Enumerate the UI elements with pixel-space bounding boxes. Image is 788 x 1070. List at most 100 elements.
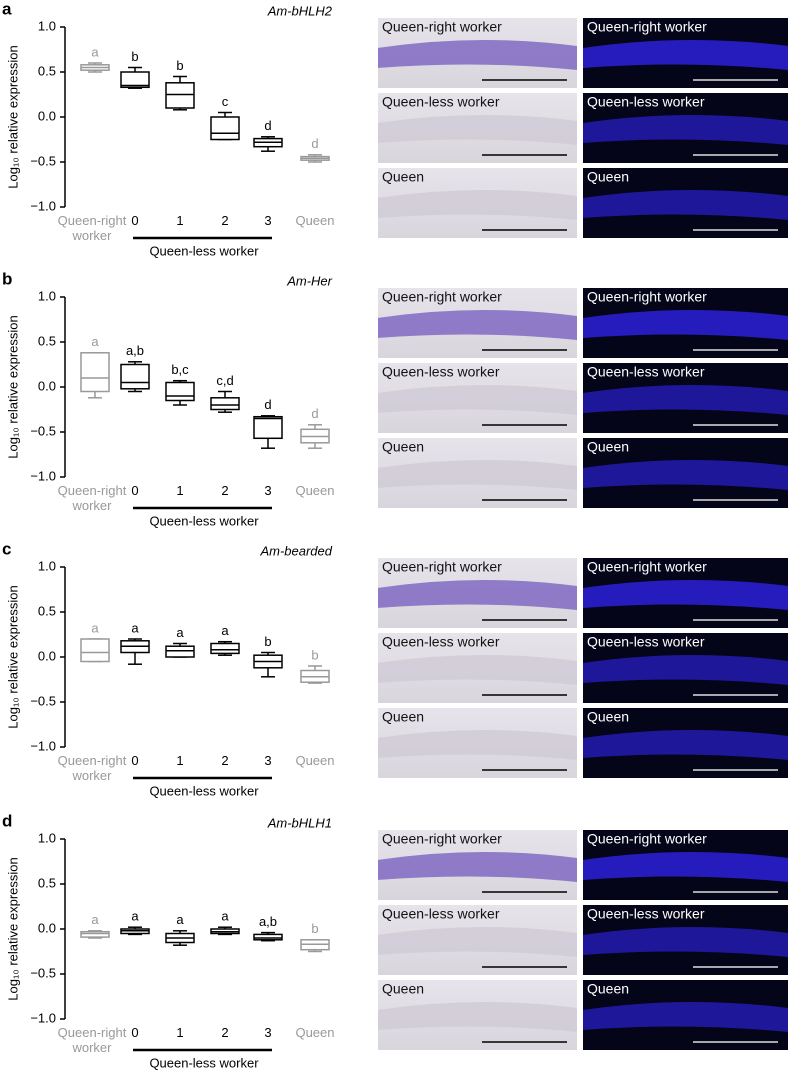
image-label: Queen xyxy=(587,981,629,997)
tissue xyxy=(583,926,788,957)
tissue xyxy=(583,851,788,882)
y-tick-label: 0.5 xyxy=(38,63,56,78)
x-tick-label: 0 xyxy=(131,483,139,498)
y-axis-label: Log₁₀ relative expression xyxy=(5,315,20,458)
tissue xyxy=(378,579,577,610)
gene-title: Am-Her xyxy=(286,273,332,288)
tissue xyxy=(378,459,577,490)
significance-letter: d xyxy=(311,406,318,421)
tissue xyxy=(378,114,577,145)
group-label: Queen-less worker xyxy=(149,243,259,258)
x-tick-label: Queen-right worker xyxy=(57,1025,127,1055)
image-label: Queen-right worker xyxy=(382,559,502,575)
x-tick-label: 3 xyxy=(264,1025,272,1040)
x-tick-label: 0 xyxy=(131,753,139,768)
panel-label: b xyxy=(2,269,12,288)
significance-letter: b xyxy=(264,634,271,649)
image-label: Queen-less worker xyxy=(382,364,500,380)
significance-letter: a xyxy=(176,912,184,927)
significance-letter: b xyxy=(311,647,318,662)
y-tick-label: 0.0 xyxy=(38,378,56,393)
significance-letter: d xyxy=(264,118,271,133)
image-label: Queen-less worker xyxy=(587,634,705,650)
image-label: Queen xyxy=(587,709,629,725)
significance-letter: a xyxy=(131,620,139,635)
box xyxy=(253,415,283,440)
x-tick-label: Queen xyxy=(295,1025,335,1040)
tissue xyxy=(378,39,577,70)
image-label: Queen-right worker xyxy=(382,289,502,305)
tissue xyxy=(378,729,577,760)
y-tick-label: −1.0 xyxy=(30,738,56,753)
y-tick-label: −1.0 xyxy=(30,1010,56,1025)
x-tick-label: 1 xyxy=(176,213,184,228)
x-tick-label: 1 xyxy=(176,753,184,768)
significance-letter: a xyxy=(131,909,139,924)
box xyxy=(120,363,150,390)
tissue xyxy=(378,309,577,340)
y-tick-label: 0.0 xyxy=(38,648,56,663)
tissue xyxy=(378,654,577,685)
image-label: Queen-less worker xyxy=(587,94,705,110)
box xyxy=(80,638,110,663)
significance-letter: d xyxy=(264,397,271,412)
box xyxy=(165,645,195,658)
group-label: Queen-less worker xyxy=(149,513,259,528)
box xyxy=(210,397,240,411)
tissue xyxy=(378,926,577,957)
image-label: Queen xyxy=(382,981,424,997)
image-label: Queen-right worker xyxy=(587,19,707,35)
panel-label: c xyxy=(2,539,11,558)
significance-letter: a xyxy=(221,909,229,924)
x-tick-label: Queen-right worker xyxy=(57,753,127,783)
image-label: Queen xyxy=(382,439,424,455)
group-label: Queen-less worker xyxy=(149,1055,259,1070)
x-tick-label: 3 xyxy=(264,753,272,768)
significance-letter: a xyxy=(176,625,184,640)
x-tick-label: 1 xyxy=(176,1025,184,1040)
y-tick-label: 0.5 xyxy=(38,603,56,618)
image-label: Queen xyxy=(382,169,424,185)
y-tick-label: −1.0 xyxy=(30,198,56,213)
significance-letter: a xyxy=(221,623,229,638)
y-tick-label: −0.5 xyxy=(30,965,56,980)
tissue xyxy=(583,39,788,70)
x-tick-label: 0 xyxy=(131,1025,139,1040)
x-tick-label: Queen-right worker xyxy=(57,213,127,243)
image-label: Queen-less worker xyxy=(382,94,500,110)
image-label: Queen-less worker xyxy=(382,906,500,922)
tissue xyxy=(583,1001,788,1032)
box xyxy=(80,930,110,938)
tissue xyxy=(583,729,788,760)
box xyxy=(165,82,195,109)
x-tick-label: 3 xyxy=(264,213,272,228)
box xyxy=(165,381,195,402)
y-tick-label: −1.0 xyxy=(30,468,56,483)
gene-title: Am-bHLH1 xyxy=(267,815,332,830)
box xyxy=(253,933,283,941)
y-tick-label: 1.0 xyxy=(38,558,56,573)
image-label: Queen-right worker xyxy=(382,831,502,847)
y-tick-label: 0.0 xyxy=(38,108,56,123)
y-tick-label: 0.5 xyxy=(38,875,56,890)
significance-letter: a,b xyxy=(126,343,144,358)
x-tick-label: Queen xyxy=(295,753,335,768)
tissue xyxy=(583,309,788,340)
significance-letter: a xyxy=(91,912,99,927)
tissue xyxy=(583,579,788,610)
tissue xyxy=(583,459,788,490)
panel-label: a xyxy=(2,0,12,18)
box xyxy=(210,642,240,655)
y-tick-label: −0.5 xyxy=(30,423,56,438)
tissue xyxy=(583,384,788,415)
y-axis-label: Log₁₀ relative expression xyxy=(5,585,20,728)
panel-label: d xyxy=(2,811,12,830)
image-label: Queen-less worker xyxy=(587,906,705,922)
tissue xyxy=(378,189,577,220)
image-label: Queen-right worker xyxy=(587,831,707,847)
y-tick-label: −0.5 xyxy=(30,693,56,708)
significance-letter: b xyxy=(131,49,138,64)
image-label: Queen xyxy=(382,709,424,725)
